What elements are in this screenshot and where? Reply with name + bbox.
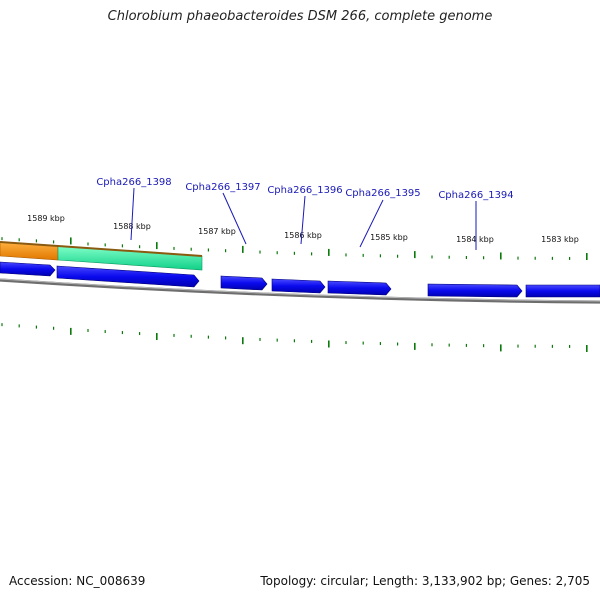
kbp-label: 1585 kbp — [370, 233, 408, 242]
kbp-label: 1583 kbp — [541, 235, 579, 244]
gene-label[interactable]: Cpha266_1397 — [185, 182, 260, 193]
gene-arrow[interactable] — [56, 265, 200, 288]
gene-arrow[interactable] — [0, 261, 56, 277]
genome-summary-text: Topology: circular; Length: 3,133,902 bp… — [260, 574, 590, 588]
backbone-highlight — [0, 278, 600, 302]
leader-line — [222, 192, 247, 245]
green-feature[interactable] — [57, 245, 203, 271]
feature-edge — [0, 241, 203, 257]
kbp-label: 1589 kbp — [27, 214, 65, 223]
genome-backbone — [0, 278, 600, 304]
gene-arrow[interactable] — [271, 278, 326, 294]
gene-label[interactable]: Cpha266_1394 — [438, 190, 513, 201]
gene-label[interactable]: Cpha266_1395 — [345, 188, 420, 199]
gene-arrow[interactable] — [427, 283, 523, 298]
feature-track-top — [0, 241, 203, 271]
tick-row-top — [1, 237, 588, 260]
leader-line — [359, 199, 384, 248]
accession-text: Accession: NC_008639 — [9, 574, 146, 588]
tick-row-bottom — [1, 323, 588, 352]
gene-arrow[interactable] — [525, 284, 600, 298]
genome-title: Chlorobium phaeobacteroides DSM 266, com… — [107, 9, 493, 24]
leader-line — [130, 187, 135, 241]
leader-line — [300, 195, 306, 245]
kbp-label: 1584 kbp — [456, 235, 494, 244]
gene-labels: Cpha266_1398 Cpha266_1397 Cpha266_1396 C… — [96, 177, 514, 250]
gene-track — [0, 261, 600, 298]
gene-arrow[interactable] — [220, 275, 268, 291]
gene-label[interactable]: Cpha266_1398 — [96, 177, 171, 188]
kbp-label: 1586 kbp — [284, 231, 322, 240]
gene-arrow[interactable] — [327, 280, 392, 296]
kbp-label: 1587 kbp — [198, 227, 236, 236]
gene-label[interactable]: Cpha266_1396 — [267, 185, 342, 196]
